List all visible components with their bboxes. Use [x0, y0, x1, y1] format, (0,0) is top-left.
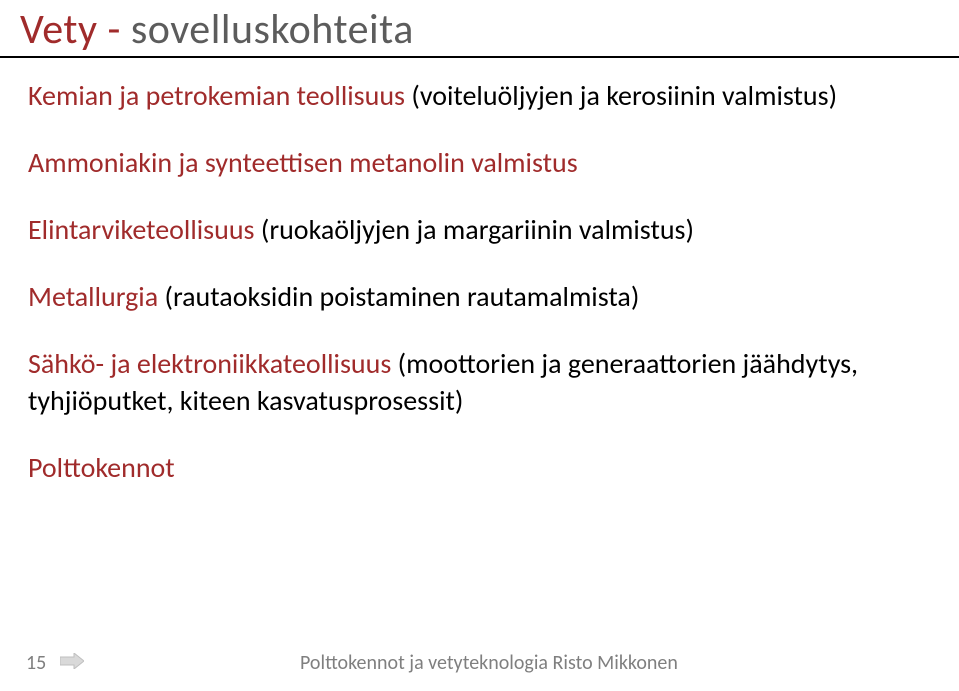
item-red: Metallurgia	[28, 279, 164, 314]
item-red: Kemian ja petrokemian teollisuus	[28, 78, 411, 113]
list-item: Sähkö- ja elektroniikkateollisuus (moott…	[28, 346, 919, 420]
item-black: (ruokaöljyjen ja margariinin valmistus)	[261, 212, 694, 247]
title-underline	[0, 56, 959, 58]
page-number: 15	[26, 651, 46, 675]
arrow-shape	[60, 653, 84, 669]
list-item: Polttokennot	[28, 450, 919, 487]
slide-title: Vety - sovelluskohteita	[20, 4, 414, 55]
arrow-icon	[60, 653, 84, 669]
title-suffix: sovelluskohteita	[131, 4, 414, 55]
list-item: Elintarviketeollisuus (ruokaöljyjen ja m…	[28, 212, 919, 249]
item-red: Elintarviketeollisuus	[28, 212, 261, 247]
list-item: Ammoniakin ja synteettisen metanolin val…	[28, 145, 919, 182]
item-red: Polttokennot	[28, 450, 175, 485]
item-red: Ammoniakin ja synteettisen metanolin val…	[28, 145, 578, 180]
title-dash: -	[98, 4, 131, 55]
slide-body: Kemian ja petrokemian teollisuus (voitel…	[28, 78, 919, 517]
slide: Vety - sovelluskohteita Kemian ja petrok…	[0, 0, 959, 691]
list-item: Kemian ja petrokemian teollisuus (voitel…	[28, 78, 919, 115]
title-prefix: Vety	[20, 4, 98, 55]
footer-text: Polttokennot ja vetyteknologia Risto Mik…	[300, 651, 678, 675]
item-black: (voiteluöljyjen ja kerosiinin valmistus)	[411, 78, 837, 113]
list-item: Metallurgia (rautaoksidin poistaminen ra…	[28, 279, 919, 316]
footer: 15 Polttokennot ja vetyteknologia Risto …	[0, 649, 959, 677]
item-black: (rautaoksidin poistaminen rautamalmista)	[164, 279, 639, 314]
item-red: Sähkö- ja elektroniikkateollisuus	[28, 346, 398, 381]
